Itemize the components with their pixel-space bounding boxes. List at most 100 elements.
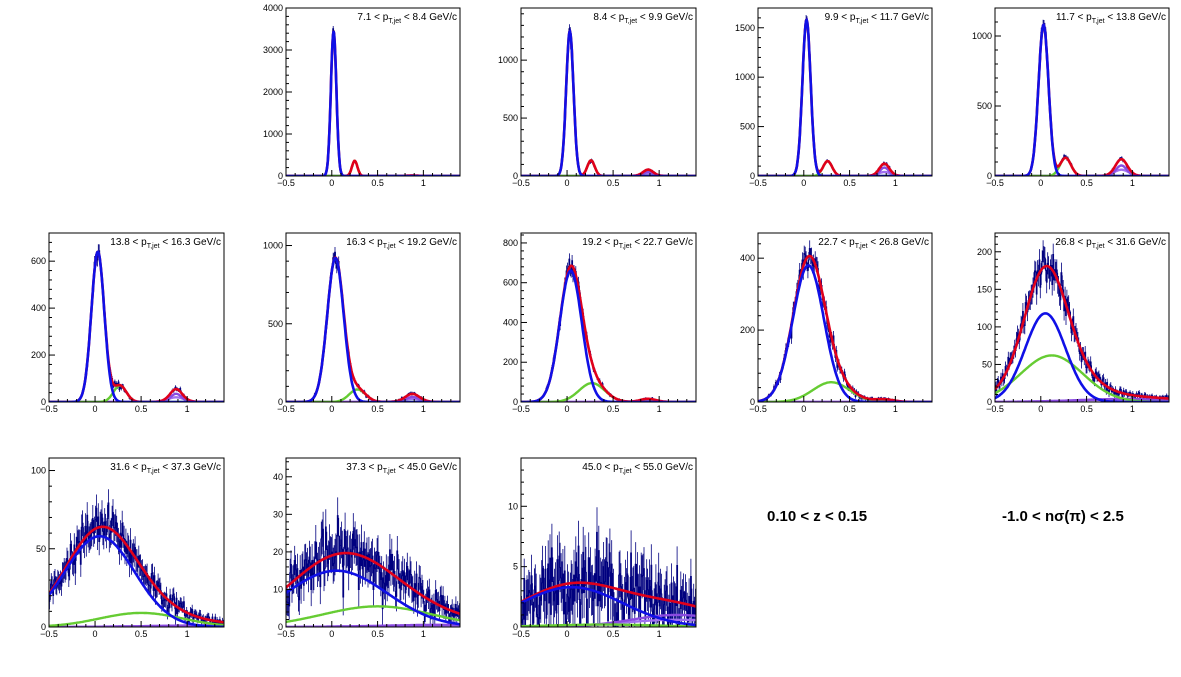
panel-frame	[285, 7, 461, 177]
total-fit-curve	[995, 264, 1169, 400]
kaon-fit-curve	[286, 159, 460, 176]
y-tick-label: 100	[977, 322, 992, 332]
pion-fit-curve	[758, 264, 932, 402]
proton-fit-curve	[995, 164, 1169, 176]
x-tick-label: −0.5	[749, 404, 767, 414]
x-tick-label: 0.5	[607, 629, 620, 639]
total-fit-curve	[521, 581, 696, 608]
panel-title: 16.3 < pT,jet < 19.2 GeV/c	[346, 237, 457, 250]
x-tick-label: 0	[329, 404, 334, 414]
total-fit-curve	[995, 22, 1169, 176]
y-tick-label: 1000	[498, 55, 518, 65]
pion-fit-curve	[286, 256, 460, 402]
total-fit-curve	[758, 17, 932, 176]
x-tick-label: −0.5	[512, 629, 530, 639]
data-histogram	[758, 18, 932, 176]
y-tick-label: 4000	[263, 3, 283, 13]
data-error-bars	[286, 247, 460, 402]
y-tick-label: 10	[273, 584, 283, 594]
x-tick-label: −0.5	[40, 629, 58, 639]
x-tick-label: 1	[1130, 404, 1135, 414]
x-tick-label: 0	[329, 629, 334, 639]
y-tick-label: 1000	[263, 129, 283, 139]
plot-area	[521, 507, 696, 627]
y-tick-label: 3000	[263, 45, 283, 55]
x-tick-label: 0	[1038, 178, 1043, 188]
x-tick-label: −0.5	[40, 404, 58, 414]
data-error-bars	[758, 15, 932, 176]
kaon-fit-curve	[521, 159, 696, 176]
y-tick-label: 200	[740, 325, 755, 335]
y-tick-label: 1000	[972, 31, 992, 41]
x-tick-label: 0.5	[607, 404, 620, 414]
data-histogram	[49, 250, 224, 402]
panel-title: 19.2 < pT,jet < 22.7 GeV/c	[582, 237, 693, 250]
y-tick-label: 0	[513, 171, 518, 181]
y-tick-label: 50	[982, 359, 992, 369]
panel-title: 11.7 < pT,jet < 13.8 GeV/c	[1056, 12, 1166, 25]
x-tick-label: 0.5	[135, 629, 148, 639]
x-tick-label: 1	[421, 629, 426, 639]
kaon-fit-curve	[758, 381, 932, 402]
x-tick-label: 0.5	[135, 404, 148, 414]
panel-title: 8.4 < pT,jet < 9.9 GeV/c	[593, 12, 693, 25]
y-tick-label: 0	[41, 622, 46, 632]
plot-area	[286, 497, 460, 627]
panel-frame	[520, 7, 697, 177]
data-histogram	[521, 28, 696, 176]
y-tick-label: 40	[273, 472, 283, 482]
y-tick-label: 100	[31, 466, 46, 476]
pion-fit-curve	[521, 28, 696, 176]
data-error-bars	[995, 19, 1169, 176]
panel-title: 45.0 < pT,jet < 55.0 GeV/c	[582, 462, 693, 475]
y-tick-label: 600	[31, 256, 46, 266]
total-fit-curve	[49, 525, 224, 624]
panel-frame	[994, 7, 1170, 177]
y-tick-label: 500	[503, 113, 518, 123]
y-tick-label: 200	[31, 350, 46, 360]
panel-frame	[757, 7, 933, 177]
y-tick-label: 0	[278, 397, 283, 407]
x-tick-label: 1	[657, 178, 662, 188]
kaon-fit-curve	[49, 384, 224, 402]
y-tick-label: 200	[503, 357, 518, 367]
pion-fit-curve	[286, 569, 460, 626]
panel-frame	[520, 232, 697, 403]
y-tick-label: 0	[278, 171, 283, 181]
y-tick-label: 0	[513, 622, 518, 632]
y-tick-label: 1000	[263, 241, 283, 251]
x-tick-label: −0.5	[512, 404, 530, 414]
x-tick-label: 0.5	[371, 629, 384, 639]
y-tick-label: 1500	[735, 23, 755, 33]
y-tick-label: 1000	[735, 72, 755, 82]
total-fit-curve	[758, 254, 932, 402]
y-tick-label: 20	[273, 547, 283, 557]
pion-fit-curve	[521, 269, 696, 402]
x-tick-label: 1	[185, 629, 190, 639]
x-tick-label: −0.5	[749, 178, 767, 188]
panel-title: 37.3 < pT,jet < 45.0 GeV/c	[346, 462, 457, 475]
y-tick-label: 0	[278, 622, 283, 632]
x-tick-label: 0	[565, 404, 570, 414]
x-tick-label: 0	[801, 404, 806, 414]
plot-area	[521, 253, 696, 402]
y-tick-label: 500	[977, 101, 992, 111]
y-tick-label: 0	[513, 397, 518, 407]
y-tick-label: 400	[740, 253, 755, 263]
y-tick-label: 2000	[263, 87, 283, 97]
pion-fit-curve	[995, 312, 1169, 402]
data-histogram	[286, 251, 460, 402]
y-tick-label: 10	[508, 501, 518, 511]
x-tick-label: −0.5	[277, 629, 295, 639]
y-tick-label: 30	[273, 509, 283, 519]
nsigma-cut-label: -1.0 < nσ(π) < 2.5	[1002, 508, 1124, 525]
x-tick-label: 0.5	[1080, 404, 1093, 414]
